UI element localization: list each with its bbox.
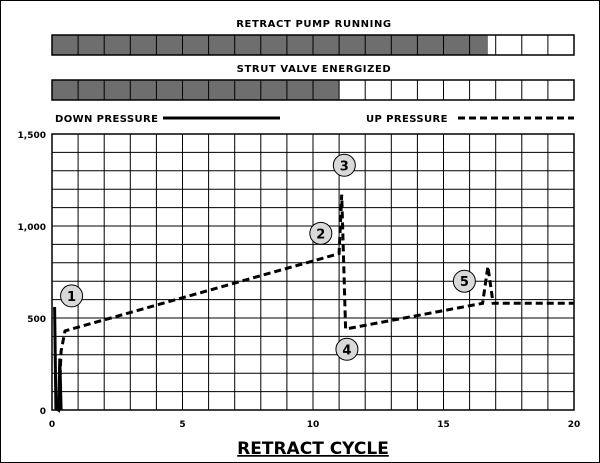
pump-running-bar	[51, 34, 575, 56]
up-pressure-line	[57, 194, 574, 411]
annotation-label: 5	[460, 275, 469, 290]
bar-border	[51, 79, 575, 101]
annotation-marker: 1	[60, 284, 84, 308]
strut-bar-label: STRUT VALVE ENERGIZED	[237, 64, 392, 75]
legend-up-label: UP PRESSURE	[366, 114, 448, 125]
plot-border	[51, 133, 575, 411]
x-axis-title: RETRACT CYCLE	[237, 439, 389, 459]
annotation-label: 2	[316, 227, 325, 242]
annotation-label: 1	[67, 290, 76, 305]
chart-legend: DOWN PRESSURE UP PRESSURE	[55, 114, 574, 125]
annotation-marker: 2	[309, 221, 333, 245]
annotation-marker: 5	[452, 269, 476, 293]
annotation-circle	[452, 269, 476, 293]
bar-fill	[52, 80, 340, 100]
annotation-circle	[335, 337, 359, 361]
annotation-label: 4	[342, 343, 351, 358]
y-tick-label: 1,000	[18, 223, 46, 233]
annotation-label: 3	[340, 159, 349, 174]
x-tick-label: 20	[568, 420, 581, 430]
x-tick-label: 0	[49, 420, 55, 430]
x-tick-label: 15	[437, 420, 450, 430]
bar-border	[51, 34, 575, 56]
x-tick-label: 5	[179, 420, 185, 430]
annotation-marker: 4	[335, 337, 359, 361]
legend-down-label: DOWN PRESSURE	[55, 114, 158, 125]
annotation-marker: 3	[332, 153, 356, 177]
bar-fill	[52, 35, 488, 55]
plot-series	[53, 194, 574, 413]
x-tick-label: 10	[307, 420, 320, 430]
y-tick-label: 1,500	[18, 131, 46, 141]
y-tick-label: 500	[27, 315, 46, 325]
plot-grid	[51, 133, 575, 411]
x-axis-ticks: 0 5 10 15 20	[49, 420, 580, 430]
plot-annotations: 1 2 3 4 5	[60, 153, 476, 361]
annotation-circle	[309, 221, 333, 245]
pump-bar-label: RETRACT PUMP RUNNING	[236, 19, 392, 30]
annotation-circle	[60, 284, 84, 308]
y-tick-label: 0	[40, 407, 46, 417]
strut-valve-bar	[51, 79, 575, 101]
y-axis-ticks: 0 500 1,000 1,500	[18, 131, 46, 417]
annotation-circle	[332, 153, 356, 177]
